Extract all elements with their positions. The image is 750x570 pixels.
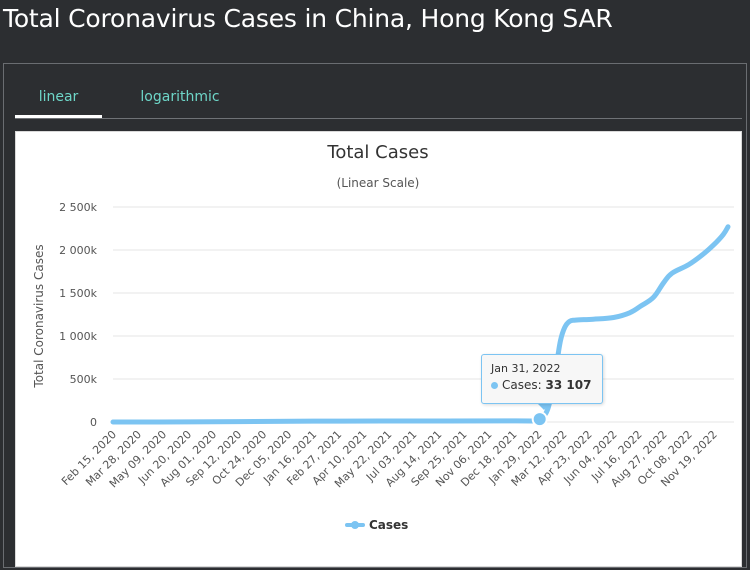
tooltip-date: Jan 31, 2022: [491, 362, 561, 375]
tooltip-value: 33 107: [545, 378, 592, 392]
legend-series-marker: [351, 521, 359, 529]
y-tick-label: 500k: [70, 373, 98, 386]
legend[interactable]: Cases: [345, 518, 408, 532]
chart-svg: Total Cases (Linear Scale) Total Coronav…: [32, 142, 734, 532]
legend-series-label[interactable]: Cases: [369, 518, 408, 532]
tab-linear[interactable]: linear: [15, 78, 102, 118]
chart-container: Total Cases (Linear Scale) Total Coronav…: [15, 131, 742, 567]
chart-title: Total Cases: [326, 142, 428, 163]
tooltip-line: Cases: 33 107: [491, 376, 593, 394]
y-tick-label: 2 000k: [59, 244, 97, 257]
y-tick-label: 1 000k: [59, 330, 97, 343]
y-tick-label: 2 500k: [59, 201, 97, 214]
y-tick-label: 0: [90, 416, 97, 429]
highlighted-point[interactable]: [531, 411, 548, 428]
data-tooltip: Jan 31, 2022 Cases: 33 107: [481, 354, 603, 404]
scale-tabs: linear logarithmic: [15, 78, 742, 119]
chart-subtitle: (Linear Scale): [337, 176, 420, 190]
tooltip-series-label: Cases:: [502, 378, 542, 392]
tooltip-caret: [537, 403, 551, 410]
chart-panel: linear logarithmic Total Cases (Linear S…: [3, 63, 747, 568]
tooltip-series-dot: [491, 382, 498, 389]
y-tick-label: 1 500k: [59, 287, 97, 300]
series-line-cases[interactable]: [110, 224, 731, 425]
tab-logarithmic[interactable]: logarithmic: [140, 89, 220, 105]
page-title: Total Coronavirus Cases in China, Hong K…: [3, 4, 613, 33]
y-axis-title: Total Coronavirus Cases: [32, 244, 46, 388]
